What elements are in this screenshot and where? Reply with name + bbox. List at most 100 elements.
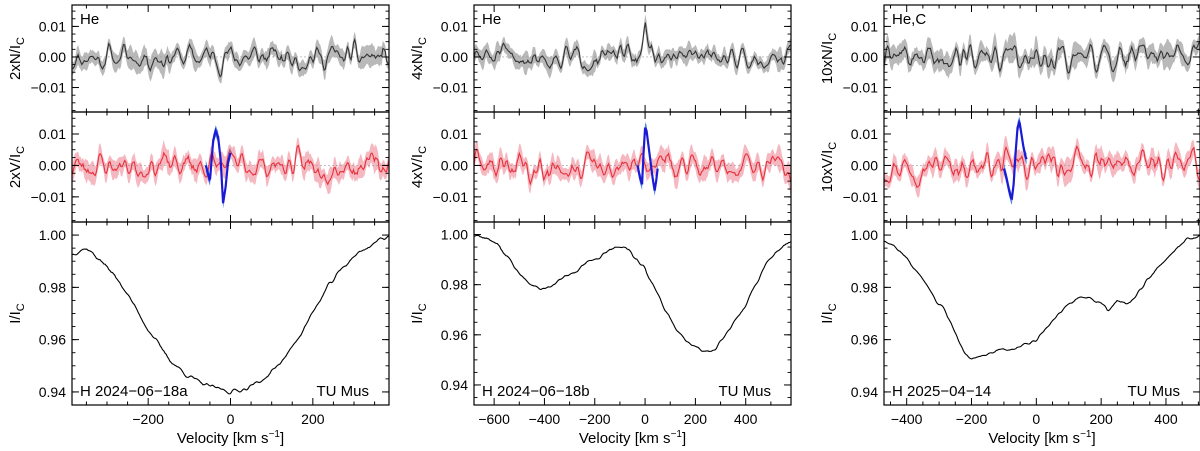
y-tick-label: 0.94: [441, 377, 468, 393]
y-tick-label: 0.01: [39, 18, 66, 34]
y-axis-label-main: 2xV/I: [7, 154, 24, 188]
chart-middle: 0.010.00−0.014xN/ICHe0.010.00−0.014xV/IC…: [409, 4, 792, 447]
x-tick-label: 200: [1089, 411, 1113, 427]
y-axis-label-sub: C: [417, 303, 429, 311]
observation-date-label: H 2024−06−18b: [482, 383, 590, 400]
y-tick-label: 0.94: [39, 384, 66, 400]
x-tick-label: 0: [227, 411, 235, 427]
star-name-label: TU Mus: [719, 383, 772, 400]
x-tick-label: 0: [641, 411, 649, 427]
x-tick-label: −400: [891, 411, 923, 427]
y-tick-label: 0.98: [441, 277, 468, 293]
x-axis-label-close: ]: [682, 430, 686, 447]
x-tick-label: −600: [478, 411, 510, 427]
y-axis-label: 10xN/IC: [819, 33, 839, 84]
y-tick-label: 0.98: [851, 279, 878, 295]
y-axis-label-main: 4xN/I: [409, 45, 426, 80]
plot-area: [72, 31, 389, 84]
y-tick-label: 0.01: [441, 18, 468, 34]
intensity-profile-series: [72, 235, 389, 395]
y-tick-label: 0.94: [851, 384, 878, 400]
plot-area: [474, 13, 791, 79]
plot-area: [474, 234, 791, 352]
x-tick-label: 0: [1032, 411, 1040, 427]
stokes-v-series: [474, 148, 791, 186]
panel-frame: [883, 221, 1200, 406]
y-axis-label-main: I/I: [819, 311, 836, 324]
x-axis-label-sup: −1: [671, 429, 683, 440]
y-tick-label: 0.00: [39, 157, 66, 173]
stokes-v-error-band: [474, 140, 791, 199]
chart-left: 0.010.00−0.012xN/ICHe0.010.00−0.012xV/IC…: [7, 4, 390, 447]
y-axis-label-sub: C: [827, 303, 839, 311]
plot-area: [72, 235, 389, 395]
panel-frame: [71, 221, 390, 406]
x-tick-label: 200: [684, 411, 708, 427]
y-tick-label: −0.01: [843, 80, 879, 96]
x-axis-label-main: Velocity [km s: [988, 430, 1080, 447]
y-tick-label: 0.00: [851, 49, 878, 65]
x-axis-label-sup: −1: [1080, 429, 1092, 440]
x-tick-label: 200: [301, 411, 325, 427]
zeeman-signature-series: [636, 127, 659, 191]
y-axis-label-main: I/I: [7, 311, 24, 324]
y-tick-label: 0.01: [39, 126, 66, 142]
panel-frame: [473, 221, 792, 406]
y-tick-label: −0.01: [433, 189, 469, 205]
null-series: [72, 37, 389, 78]
zeeman-signature-series: [1002, 119, 1028, 201]
intensity-panel: 1.00 0.98 0.96 0.94 I/IC H 2025−04−14 TU Mus: [819, 221, 1200, 406]
x-axis-label-close: ]: [1091, 430, 1095, 447]
y-tick-label: −0.01: [843, 189, 879, 205]
y-axis-label: 10xV/IC: [819, 142, 839, 193]
y-axis-label-sub: C: [15, 303, 27, 311]
observation-date-label: H 2024−06−18a: [80, 383, 188, 400]
intensity-profile-series: [884, 234, 1200, 360]
y-tick-label: 0.96: [851, 332, 878, 348]
plot-area: [72, 125, 389, 209]
y-axis-label-sub: C: [15, 146, 27, 154]
y-axis-label: I/IC: [409, 303, 429, 324]
y-axis-label-main: 4xV/I: [409, 154, 426, 188]
intensity-panel: 1.00 0.98 0.96 0.94 I/IC H 2024−06−18b TU Mus: [409, 221, 792, 406]
y-axis-label: 2xN/IC: [7, 37, 27, 80]
y-tick-label: 0.96: [441, 327, 468, 343]
y-axis-label-sub: C: [827, 142, 839, 150]
plot-area: [884, 116, 1200, 205]
plot-area: [474, 122, 791, 199]
x-axis-label-main: Velocity [km s: [579, 430, 671, 447]
plot-area: [884, 31, 1200, 83]
x-tick-label: −400: [529, 411, 561, 427]
y-tick-label: 0.96: [39, 332, 66, 348]
y-tick-label: 0.00: [39, 49, 66, 65]
stokes-v-error-band: [72, 137, 389, 195]
x-tick-label: 400: [734, 411, 758, 427]
stokes-v-series: [884, 144, 1200, 188]
null-series: [884, 40, 1200, 74]
element-label: He,C: [892, 11, 926, 28]
null-error-band: [72, 31, 389, 84]
y-axis-label-sub: C: [417, 146, 429, 154]
x-axis-label: Velocity [km s−1]: [579, 429, 686, 447]
x-axis-label-main: Velocity [km s: [177, 430, 269, 447]
y-axis-label: 4xV/IC: [409, 146, 429, 188]
y-axis-label-sub: C: [417, 37, 429, 45]
plot-area: [884, 234, 1200, 360]
y-axis-label: 2xV/IC: [7, 146, 27, 188]
stokes-v-error-band: [884, 135, 1200, 199]
null-error-band: [474, 13, 791, 79]
y-tick-label: 0.00: [441, 157, 468, 173]
y-tick-label: 0.00: [851, 157, 878, 173]
x-tick-label: −200: [579, 411, 611, 427]
y-axis-label: 4xN/IC: [409, 37, 429, 80]
y-tick-label: −0.01: [31, 80, 67, 96]
chart-right: 0.010.00−0.0110xN/ICHe,C0.010.00−0.0110x…: [819, 4, 1200, 447]
null-series: [474, 22, 791, 72]
x-axis-label-sup: −1: [269, 429, 281, 440]
